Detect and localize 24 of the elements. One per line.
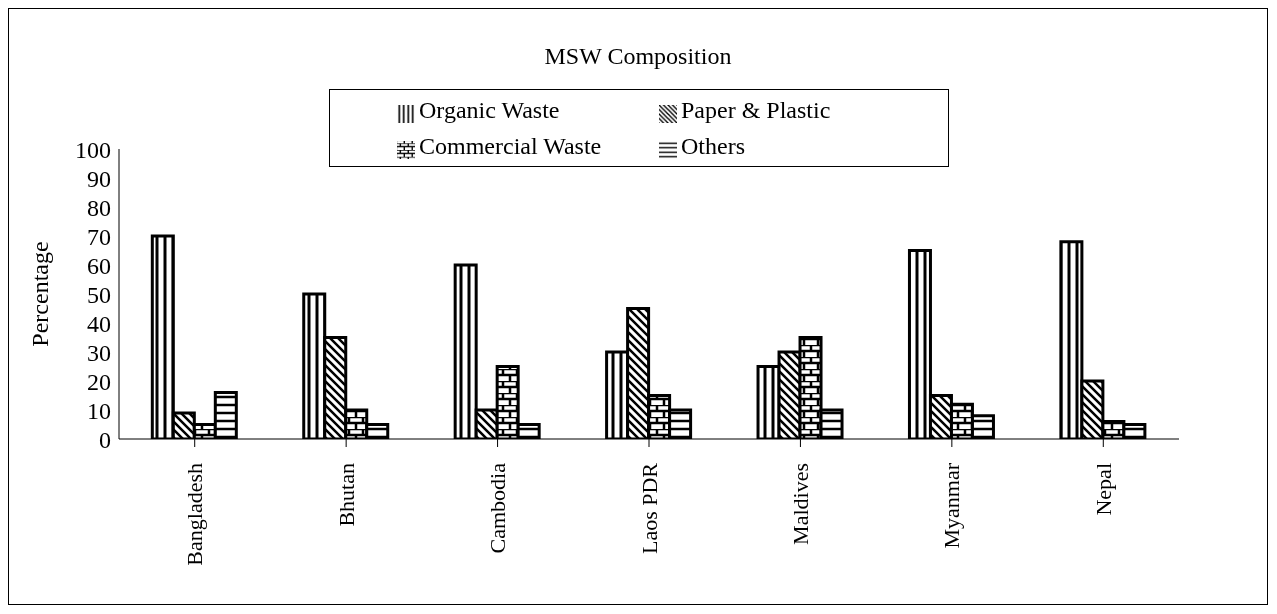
- y-tick-label: 100: [75, 136, 111, 163]
- y-tick-label: 0: [99, 426, 111, 453]
- x-tick-label: Bhutan: [333, 463, 359, 527]
- y-tick-label: 40: [87, 310, 111, 337]
- x-tick-label: Maldives: [787, 463, 813, 545]
- y-tick-label: 50: [87, 281, 111, 308]
- y-tick-label: 80: [87, 194, 111, 221]
- y-tick-label: 70: [87, 223, 111, 250]
- chart-title: MSW Composition: [543, 43, 733, 70]
- x-tick-label: Nepal: [1090, 463, 1116, 516]
- x-tick-label: Cambodia: [485, 462, 511, 554]
- x-tick-label: Laos PDR: [636, 462, 662, 555]
- x-tick-label: Myanmar: [939, 462, 965, 549]
- legend-label: Paper & Plastic: [681, 96, 832, 125]
- legend-label: Commercial Waste: [419, 132, 603, 161]
- x-tick-label: Bangladesh: [182, 463, 208, 566]
- legend-label: Organic Waste: [419, 96, 561, 125]
- y-tick-label: 20: [87, 368, 111, 395]
- y-tick-label: 60: [87, 252, 111, 279]
- legend-label: Others: [681, 132, 746, 161]
- y-tick-label: 30: [87, 339, 111, 366]
- y-axis-title: Percentage: [26, 241, 53, 347]
- y-tick-label: 10: [87, 397, 111, 424]
- y-tick-label: 90: [87, 165, 111, 192]
